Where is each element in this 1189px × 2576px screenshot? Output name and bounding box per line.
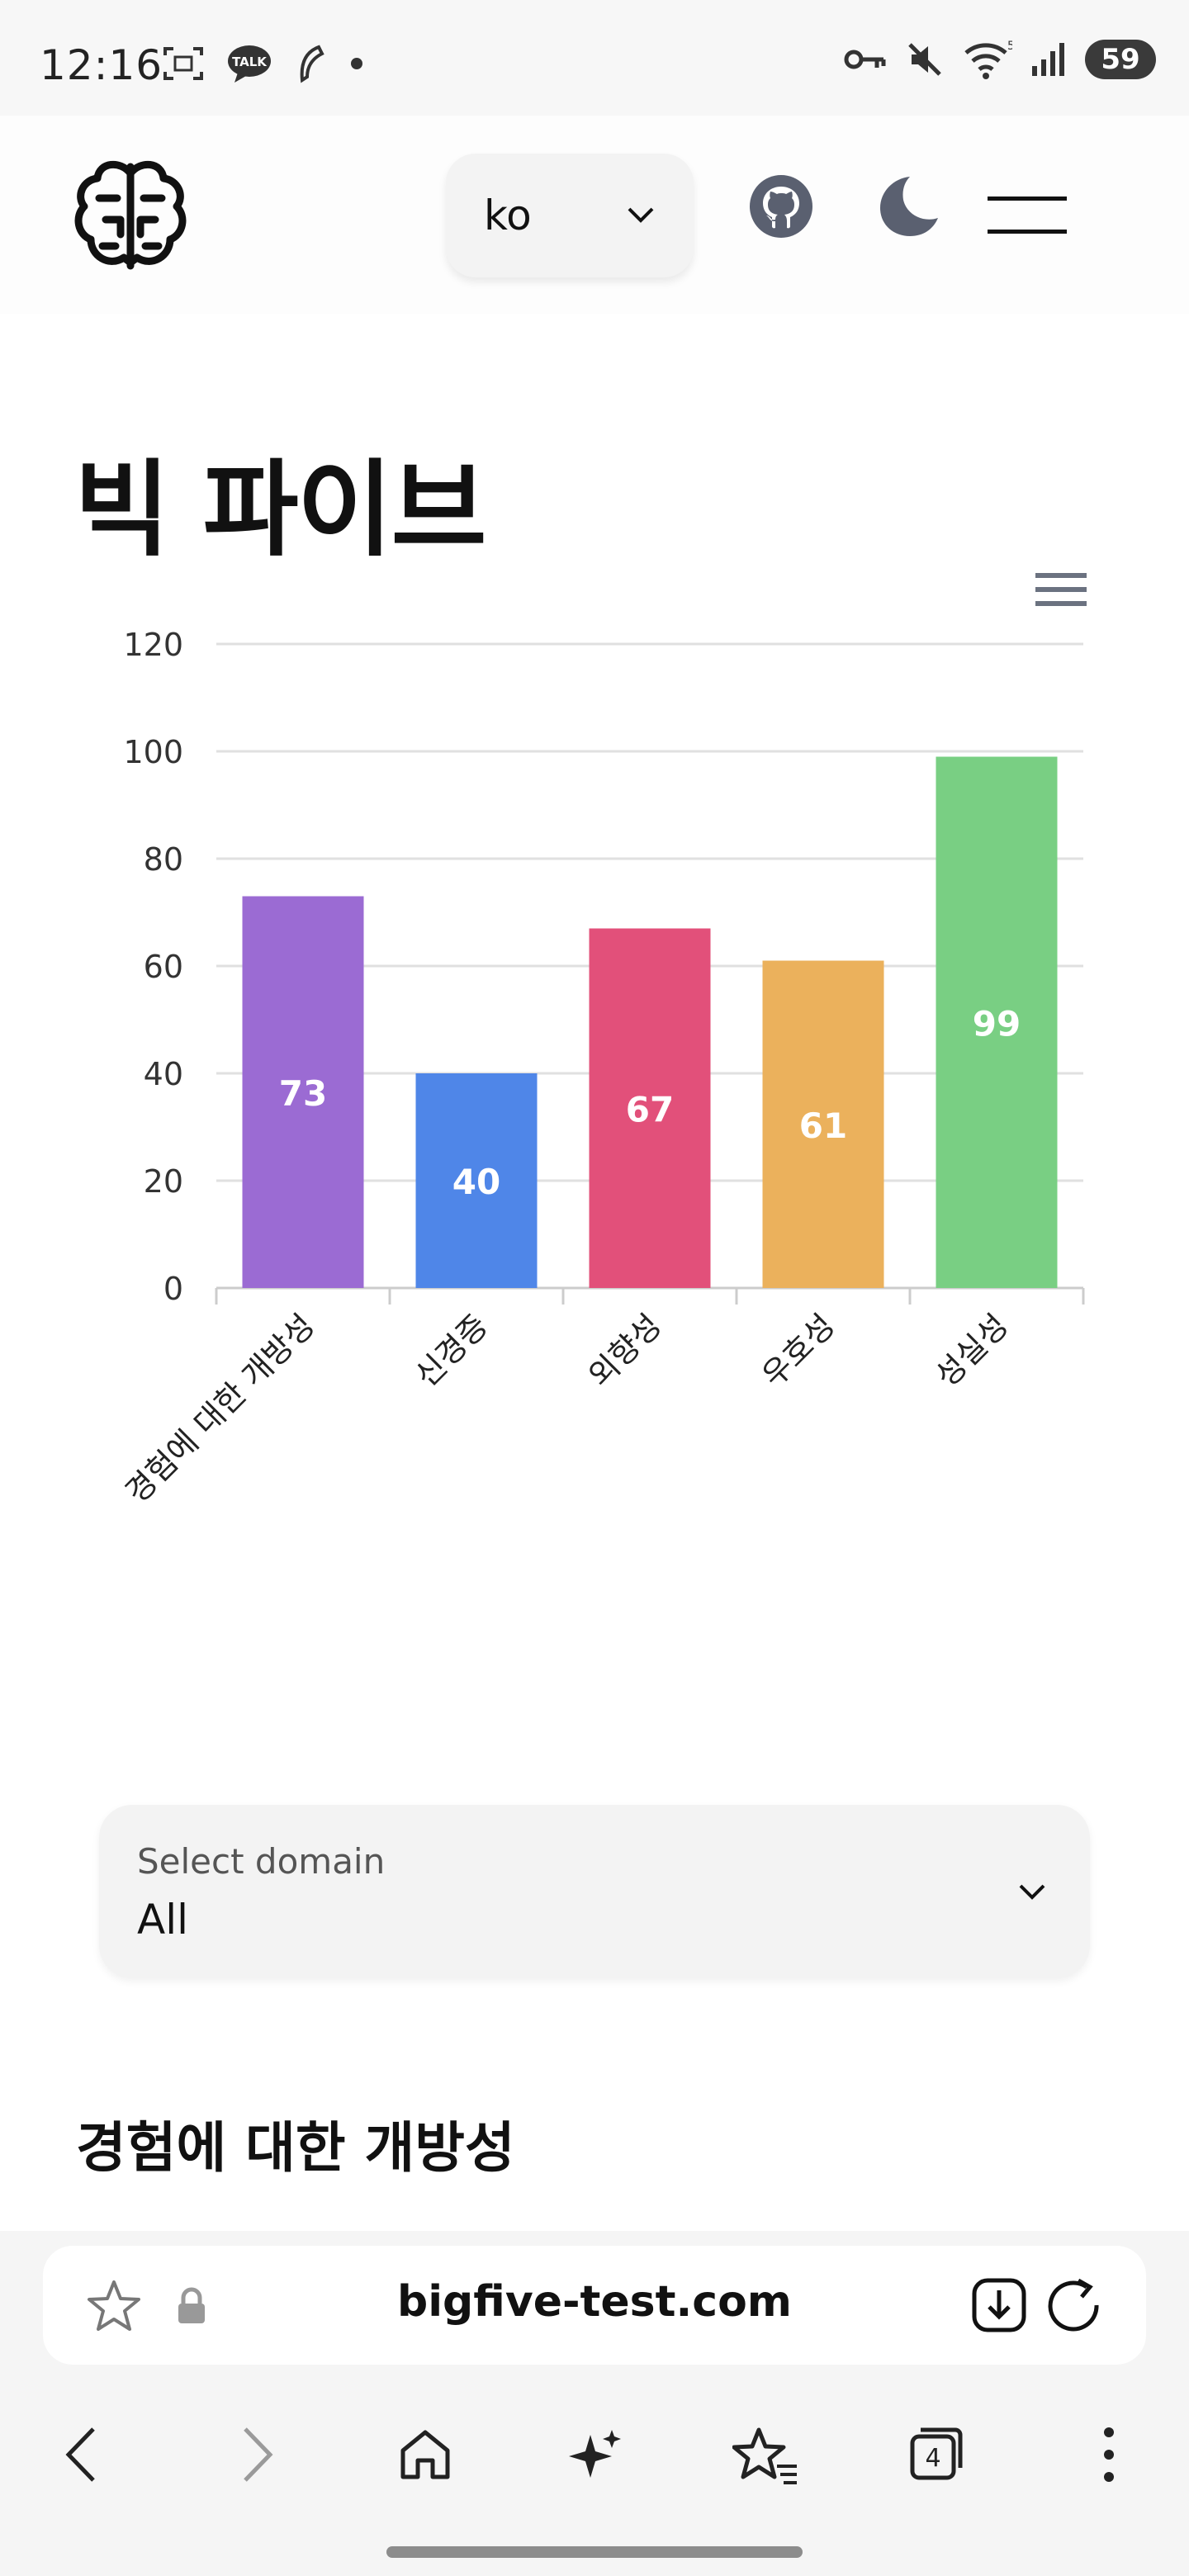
chevron-down-icon [1019, 1884, 1045, 1900]
bar-data-label: 99 [973, 1003, 1021, 1044]
domain-select-value: All [137, 1896, 188, 1944]
bar-data-label: 67 [626, 1089, 674, 1129]
battery-indicator: 59 [1085, 40, 1156, 79]
url-bar[interactable]: bigfive-test.com [43, 2246, 1146, 2365]
y-tick-label: 60 [144, 949, 183, 985]
tabs-button[interactable]: 4 [898, 2417, 973, 2492]
status-time: 12:16 [40, 41, 163, 89]
lock-icon [178, 2287, 205, 2323]
download-icon[interactable] [969, 2275, 1029, 2335]
chart-menu-icon[interactable] [1035, 571, 1087, 608]
mute-icon [908, 43, 941, 76]
chevron-down-icon [628, 207, 654, 223]
x-category-label: 외향성 [581, 1307, 668, 1394]
home-icon [400, 2430, 450, 2479]
y-tick-label: 100 [123, 734, 183, 770]
bar-data-label: 61 [799, 1106, 847, 1146]
y-tick-label: 40 [144, 1056, 183, 1092]
domain-select-label: Select domain [137, 1841, 386, 1882]
bookmarks-button[interactable] [728, 2417, 803, 2492]
more-vertical-icon [1104, 2427, 1114, 2482]
chevron-right-icon [244, 2427, 273, 2482]
domain-select[interactable]: Select domain All [99, 1805, 1090, 1978]
home-button[interactable] [388, 2417, 462, 2492]
vpn-key-icon [844, 50, 886, 69]
github-icon[interactable] [748, 173, 814, 239]
sparkle-icon [569, 2430, 621, 2478]
x-category-label: 신경증 [408, 1307, 495, 1394]
section-heading: 경험에 대한 개방성 [76, 2116, 515, 2180]
bar-3 [589, 928, 711, 1288]
brain-logo-icon[interactable] [69, 155, 192, 277]
svg-text:5: 5 [1007, 40, 1012, 53]
browser-bottom-bar: bigfive-test.com [0, 2231, 1189, 2576]
y-tick-label: 20 [144, 1163, 183, 1200]
status-system-icons: 5 59 [844, 40, 1156, 79]
gesture-bar [386, 2546, 803, 2558]
hamburger-menu-icon[interactable] [988, 195, 1067, 236]
chevron-left-icon [65, 2427, 95, 2482]
status-notification-icons: TALK [162, 43, 365, 84]
bar-data-label: 40 [452, 1162, 500, 1202]
status-bar: 12:16 TALK 5 [0, 0, 1189, 116]
language-value: ko [484, 192, 532, 239]
bookmarks-star-list-icon [732, 2427, 797, 2484]
page-title: 빅 파이브 [74, 449, 487, 571]
language-select[interactable]: ko [446, 154, 694, 277]
wifi-icon: 5 [964, 40, 1012, 79]
signal-icon [1032, 43, 1064, 76]
x-category-label: 우호성 [755, 1307, 841, 1394]
bird-icon [300, 45, 324, 83]
bar-1 [242, 896, 364, 1288]
x-category-label: 경험에 대한 개방성 [118, 1307, 321, 1510]
dot-icon [351, 58, 362, 69]
browser-nav-row: 4 [0, 2417, 1189, 2500]
tab-count: 4 [925, 2444, 940, 2473]
bookmark-star-icon[interactable] [84, 2277, 144, 2337]
bar-2 [415, 1073, 538, 1288]
bar-chart: 0 20 40 60 80 100 120 73 경험에 대한 개방성 40 신경증 67 외향성 61 우… [118, 627, 1085, 1510]
reload-icon[interactable] [1044, 2275, 1103, 2335]
bar-5 [936, 756, 1058, 1288]
x-category-label: 성실성 [928, 1307, 1015, 1394]
more-options-button[interactable] [1072, 2417, 1146, 2492]
y-tick-label: 80 [144, 841, 183, 878]
dark-mode-moon-icon[interactable] [874, 172, 941, 239]
y-tick-label: 0 [163, 1271, 183, 1307]
url-text[interactable]: bigfive-test.com [397, 2277, 792, 2327]
y-tick-label: 120 [123, 627, 183, 663]
site-header: ko [0, 116, 1189, 314]
back-button[interactable] [45, 2417, 119, 2492]
forward-button[interactable] [220, 2417, 294, 2492]
tabs-icon: 4 [910, 2427, 963, 2480]
ai-sparkle-button[interactable] [558, 2417, 632, 2492]
bar-4 [762, 960, 884, 1288]
talk-badge-text: TALK [232, 54, 268, 69]
bar-data-label: 73 [279, 1073, 327, 1114]
screenshot-icon [163, 47, 203, 80]
talk-icon: TALK [228, 45, 271, 83]
